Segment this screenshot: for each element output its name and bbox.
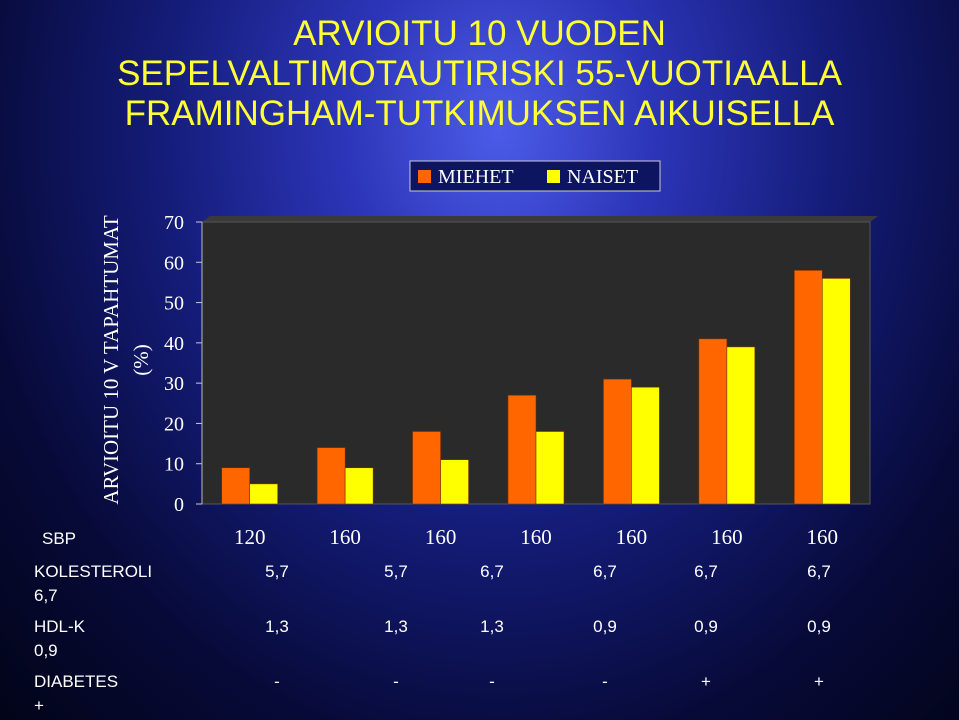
- row-value: 6,7: [593, 562, 617, 581]
- row-value: 0,9: [807, 617, 831, 636]
- row-value: +: [814, 672, 824, 691]
- legend-swatch-miehet: [418, 170, 431, 183]
- row-value: 5,7: [384, 562, 408, 581]
- y-axis-label: ARVIOITU 10 V TAPAHTUMAT: [99, 215, 123, 504]
- legend-label-miehet: MIEHET: [438, 166, 514, 188]
- row-label-sub: 0,9: [34, 641, 58, 660]
- bar-miehet: [507, 394, 537, 505]
- sbp-row-label: SBP: [42, 529, 76, 548]
- row-value: +: [701, 672, 711, 691]
- bar-naiset: [440, 459, 469, 505]
- row-value: 0,9: [694, 617, 718, 636]
- row-value: 1,3: [480, 617, 504, 636]
- y-tick-label: 40: [164, 333, 184, 355]
- slide-title: ARVIOITU 10 VUODEN SEPELVALTIMOTAUTIRISK…: [0, 14, 959, 134]
- row-value: -: [274, 672, 280, 691]
- title-line-2: SEPELVALTIMOTAUTIRISKI 55-VUOTIAALLA: [117, 54, 842, 93]
- legend-label-naiset: NAISET: [567, 166, 638, 188]
- legend-swatch-naiset: [547, 170, 560, 183]
- row-value: 6,7: [694, 562, 718, 581]
- bar-naiset: [249, 483, 279, 505]
- row-value: 6,7: [807, 562, 831, 581]
- x-tick-label: 120: [234, 525, 266, 549]
- plot-top-face: [202, 216, 878, 222]
- x-tick-label: 160: [329, 525, 361, 549]
- row-label-sub: +: [34, 696, 44, 715]
- bar-miehet: [603, 378, 632, 505]
- row-label: HDL-K: [34, 617, 86, 636]
- row-value: -: [602, 672, 608, 691]
- row-value: 1,3: [265, 617, 289, 636]
- bar-miehet: [316, 447, 346, 505]
- x-tick-label: 160: [807, 525, 839, 549]
- y-tick-label: 50: [164, 293, 184, 315]
- row-value: 5,7: [265, 562, 289, 581]
- bar-naiset: [821, 278, 851, 505]
- row-label: KOLESTEROLI: [34, 562, 153, 581]
- y-tick-label: 70: [164, 212, 184, 234]
- legend-box: [409, 160, 661, 192]
- bar-miehet: [412, 431, 441, 505]
- y-tick-label: 10: [164, 454, 184, 476]
- bar-miehet: [221, 467, 251, 505]
- x-tick-label: 160: [616, 525, 648, 549]
- row-value: -: [393, 672, 399, 691]
- y-tick-label: 60: [164, 252, 184, 274]
- row-label: DIABETES: [34, 672, 119, 691]
- bar-naiset: [535, 431, 565, 505]
- title-line-1: ARVIOITU 10 VUODEN: [293, 14, 666, 53]
- bar-miehet: [793, 270, 823, 505]
- row-value: 6,7: [480, 562, 504, 581]
- y-tick-label: 0: [174, 494, 184, 516]
- x-tick-label: 160: [711, 525, 743, 549]
- title-line-3: FRAMINGHAM-TUTKIMUKSEN AIKUISELLA: [124, 94, 835, 133]
- bar-naiset: [631, 386, 660, 505]
- row-value: 0,9: [593, 617, 617, 636]
- row-label-sub: 6,7: [34, 586, 58, 605]
- bar-naiset: [344, 467, 374, 505]
- y-axis-label-unit: (%): [129, 344, 153, 375]
- x-tick-label: 160: [520, 525, 552, 549]
- bar-naiset: [726, 346, 756, 505]
- x-tick-label: 160: [425, 525, 457, 549]
- bar-miehet: [698, 338, 728, 505]
- y-tick-label: 20: [164, 413, 184, 435]
- y-tick-label: 30: [164, 373, 184, 395]
- row-value: 1,3: [384, 617, 408, 636]
- row-value: -: [489, 672, 495, 691]
